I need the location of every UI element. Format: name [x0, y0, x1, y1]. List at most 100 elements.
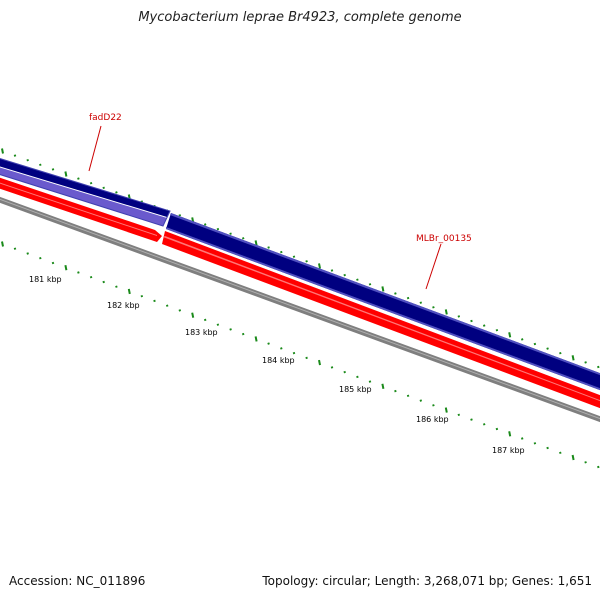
- outer-tick-35: [444, 309, 448, 315]
- inner-tick-26: [330, 366, 334, 369]
- inner-tick-34: [432, 404, 435, 407]
- inner-tick-17: [216, 323, 220, 326]
- outer-tick-39: [495, 328, 499, 332]
- tick-label-181: 181 kbp: [29, 275, 62, 284]
- inner-tick-37: [470, 418, 473, 421]
- outer-tick-18: [229, 232, 232, 235]
- outer-tick-6: [77, 177, 80, 180]
- inner-tick-24: [305, 356, 308, 360]
- outer-tick-8: [102, 186, 105, 190]
- outer-tick-19: [241, 237, 245, 240]
- tick-label-184: 184 kbp: [262, 356, 295, 365]
- inner-tick-31: [394, 389, 397, 393]
- inner-tick-19: [241, 332, 245, 336]
- inner-tick-12: [153, 299, 156, 303]
- outer-tick-26: [330, 269, 334, 272]
- outer-tick-38: [482, 324, 486, 327]
- MLBr_00135-gene-edge-bottom: [166, 227, 600, 391]
- tick-label-187: 187 kbp: [492, 446, 525, 455]
- backbone-highlight: [0, 198, 600, 420]
- outer-tick-44: [559, 351, 562, 355]
- inner-tick-40: [508, 431, 512, 437]
- inner-tick-47: [597, 465, 600, 469]
- inner-tick-18: [229, 328, 232, 331]
- outer-tick-29: [368, 283, 372, 286]
- tick-label-185: 185 kbp: [339, 385, 372, 394]
- inner-tick-5: [64, 265, 68, 271]
- inner-tick-7: [89, 275, 93, 279]
- inner-tick-10: [127, 288, 131, 295]
- map-title: Mycobacterium leprae Br4923, complete ge…: [138, 10, 462, 25]
- inner-tick-20: [254, 336, 258, 342]
- outer-tick-1: [13, 154, 17, 157]
- outer-tick-24: [305, 260, 308, 263]
- inner-tick-23: [292, 351, 296, 355]
- inner-tick-30: [381, 383, 385, 389]
- outer-tick-7: [89, 181, 93, 185]
- inner-tick-38: [482, 423, 486, 426]
- outer-tick-31: [394, 292, 397, 295]
- inner-tick-44: [559, 451, 562, 455]
- reverse-gene-2-shade: [163, 236, 600, 402]
- inner-tick-marks: [1, 241, 600, 469]
- outer-tick-32: [406, 296, 410, 300]
- inner-tick-13: [165, 304, 169, 307]
- outer-tick-42: [533, 342, 537, 346]
- inner-tick-45: [571, 454, 575, 461]
- inner-tick-32: [406, 394, 410, 398]
- scale-tick-labels: 181 kbp 182 kbp 183 kbp 184 kbp 185 kbp …: [29, 275, 525, 455]
- outer-tick-5: [64, 171, 68, 177]
- fadD22-gene-slate: [0, 167, 167, 226]
- outer-tick-46: [584, 361, 587, 364]
- outer-tick-30: [381, 286, 385, 292]
- reverse-gene-2: [162, 231, 600, 409]
- outer-tick-4: [51, 168, 55, 171]
- outer-tick-43: [546, 347, 549, 350]
- inner-tick-2: [26, 252, 29, 255]
- inner-tick-35: [444, 407, 448, 413]
- outer-tick-17: [216, 227, 220, 231]
- outer-tick-0: [1, 148, 4, 154]
- outer-tick-21: [267, 246, 270, 249]
- inner-tick-46: [584, 461, 587, 464]
- outer-tick-40: [508, 332, 512, 338]
- inner-tick-8: [102, 280, 105, 284]
- outer-tick-3: [39, 163, 42, 167]
- outer-tick-33: [419, 301, 423, 304]
- outer-tick-23: [292, 255, 296, 258]
- gene-label-fadD22[interactable]: fadD22: [89, 113, 122, 123]
- outer-tick-14: [178, 214, 182, 217]
- tick-label-186: 186 kbp: [416, 415, 449, 424]
- inner-tick-1: [13, 247, 17, 250]
- inner-tick-29: [368, 380, 372, 383]
- inner-tick-9: [115, 285, 118, 288]
- tick-label-183: 183 kbp: [185, 328, 218, 337]
- outer-tick-28: [356, 278, 359, 281]
- gene-label-MLBr_00135[interactable]: MLBr_00135: [416, 234, 472, 244]
- MLBr_00135-gene-edge: [170, 213, 600, 376]
- reverse-gene-1-shade: [0, 182, 157, 236]
- inner-tick-33: [419, 399, 423, 402]
- outer-tick-marks: [1, 148, 600, 369]
- MLBr_00135-callout-line: [425, 243, 442, 290]
- inner-tick-0: [1, 241, 4, 247]
- accession-text: Accession: NC_011896: [9, 574, 146, 588]
- inner-tick-14: [178, 309, 182, 312]
- outer-tick-45: [571, 355, 575, 361]
- inner-tick-36: [457, 413, 461, 417]
- tick-label-182: 182 kbp: [107, 301, 140, 310]
- outer-tick-37: [470, 319, 473, 323]
- inner-tick-25: [318, 359, 321, 366]
- outer-tick-36: [457, 315, 461, 318]
- outer-tick-22: [280, 250, 283, 254]
- fadD22-gene-outline: [0, 158, 171, 227]
- outer-tick-34: [432, 306, 435, 309]
- genome-summary-text: Topology: circular; Length: 3,268,071 bp…: [262, 574, 592, 588]
- inner-tick-41: [520, 437, 524, 440]
- outer-tick-41: [520, 338, 524, 341]
- outer-tick-2: [26, 158, 29, 162]
- inner-tick-43: [546, 446, 549, 450]
- outer-tick-9: [115, 191, 118, 194]
- inner-tick-15: [191, 312, 195, 318]
